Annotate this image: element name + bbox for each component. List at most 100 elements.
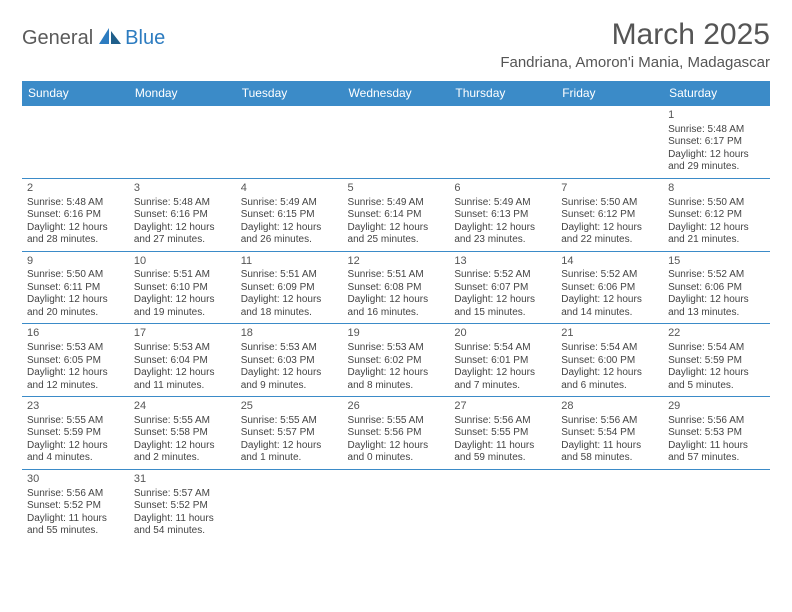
day-number: 1 [668,109,765,123]
day-number: 8 [668,182,765,196]
day-number: 19 [348,327,445,341]
daylight-line: Daylight: 12 hours and 26 minutes. [241,222,338,247]
sunrise-line: Sunrise: 5:48 AM [668,124,765,137]
sunset-line: Sunset: 5:52 PM [134,500,231,513]
calendar-day-cell: 23Sunrise: 5:55 AMSunset: 5:59 PMDayligh… [22,397,129,470]
day-number: 28 [561,400,658,414]
sunset-line: Sunset: 5:58 PM [134,427,231,440]
day-number: 20 [454,327,551,341]
sunset-line: Sunset: 6:16 PM [134,209,231,222]
sunset-line: Sunset: 5:57 PM [241,427,338,440]
day-number: 3 [134,182,231,196]
calendar-empty-cell [449,469,556,541]
calendar-empty-cell [663,469,770,541]
calendar-day-cell: 22Sunrise: 5:54 AMSunset: 5:59 PMDayligh… [663,324,770,397]
calendar-day-cell: 3Sunrise: 5:48 AMSunset: 6:16 PMDaylight… [129,178,236,251]
daylight-line: Daylight: 12 hours and 20 minutes. [27,294,124,319]
day-number: 16 [27,327,124,341]
daylight-line: Daylight: 12 hours and 11 minutes. [134,367,231,392]
calendar-empty-cell [556,469,663,541]
daylight-line: Daylight: 12 hours and 16 minutes. [348,294,445,319]
day-number: 14 [561,255,658,269]
daylight-line: Daylight: 11 hours and 55 minutes. [27,513,124,538]
day-header: Friday [556,81,663,106]
day-header: Tuesday [236,81,343,106]
day-number: 5 [348,182,445,196]
month-title: March 2025 [500,18,770,52]
sunrise-line: Sunrise: 5:53 AM [348,342,445,355]
daylight-line: Daylight: 12 hours and 18 minutes. [241,294,338,319]
calendar-day-cell: 6Sunrise: 5:49 AMSunset: 6:13 PMDaylight… [449,178,556,251]
sunset-line: Sunset: 6:13 PM [454,209,551,222]
sunset-line: Sunset: 6:07 PM [454,282,551,295]
sunset-line: Sunset: 6:03 PM [241,355,338,368]
sunset-line: Sunset: 5:54 PM [561,427,658,440]
calendar-day-cell: 21Sunrise: 5:54 AMSunset: 6:00 PMDayligh… [556,324,663,397]
logo-text-general: General [22,27,93,50]
daylight-line: Daylight: 12 hours and 6 minutes. [561,367,658,392]
calendar-week-row: 30Sunrise: 5:56 AMSunset: 5:52 PMDayligh… [22,469,770,541]
calendar-day-cell: 16Sunrise: 5:53 AMSunset: 6:05 PMDayligh… [22,324,129,397]
sunset-line: Sunset: 6:00 PM [561,355,658,368]
calendar-day-cell: 27Sunrise: 5:56 AMSunset: 5:55 PMDayligh… [449,397,556,470]
sunrise-line: Sunrise: 5:52 AM [668,269,765,282]
daylight-line: Daylight: 12 hours and 5 minutes. [668,367,765,392]
sunrise-line: Sunrise: 5:55 AM [27,415,124,428]
logo-sail-icon [97,26,123,46]
logo-text-blue: Blue [125,27,165,50]
sunset-line: Sunset: 6:10 PM [134,282,231,295]
day-number: 23 [27,400,124,414]
sunset-line: Sunset: 6:15 PM [241,209,338,222]
calendar-day-cell: 11Sunrise: 5:51 AMSunset: 6:09 PMDayligh… [236,251,343,324]
calendar-week-row: 16Sunrise: 5:53 AMSunset: 6:05 PMDayligh… [22,324,770,397]
calendar-table: SundayMondayTuesdayWednesdayThursdayFrid… [22,81,770,542]
calendar-body: 1Sunrise: 5:48 AMSunset: 6:17 PMDaylight… [22,106,770,542]
sunrise-line: Sunrise: 5:55 AM [241,415,338,428]
day-header: Sunday [22,81,129,106]
location-text: Fandriana, Amoron'i Mania, Madagascar [500,54,770,71]
daylight-line: Daylight: 12 hours and 14 minutes. [561,294,658,319]
day-header: Thursday [449,81,556,106]
calendar-day-cell: 26Sunrise: 5:55 AMSunset: 5:56 PMDayligh… [343,397,450,470]
calendar-week-row: 9Sunrise: 5:50 AMSunset: 6:11 PMDaylight… [22,251,770,324]
calendar-day-cell: 1Sunrise: 5:48 AMSunset: 6:17 PMDaylight… [663,106,770,179]
daylight-line: Daylight: 12 hours and 21 minutes. [668,222,765,247]
daylight-line: Daylight: 12 hours and 8 minutes. [348,367,445,392]
sunset-line: Sunset: 6:02 PM [348,355,445,368]
sunset-line: Sunset: 6:12 PM [668,209,765,222]
sunrise-line: Sunrise: 5:50 AM [27,269,124,282]
day-header: Saturday [663,81,770,106]
calendar-empty-cell [449,106,556,179]
day-number: 7 [561,182,658,196]
calendar-empty-cell [343,106,450,179]
calendar-day-cell: 13Sunrise: 5:52 AMSunset: 6:07 PMDayligh… [449,251,556,324]
sunrise-line: Sunrise: 5:48 AM [134,197,231,210]
sunset-line: Sunset: 5:53 PM [668,427,765,440]
calendar-day-cell: 8Sunrise: 5:50 AMSunset: 6:12 PMDaylight… [663,178,770,251]
calendar-week-row: 2Sunrise: 5:48 AMSunset: 6:16 PMDaylight… [22,178,770,251]
daylight-line: Daylight: 12 hours and 0 minutes. [348,440,445,465]
calendar-day-cell: 17Sunrise: 5:53 AMSunset: 6:04 PMDayligh… [129,324,236,397]
day-number: 6 [454,182,551,196]
day-number: 12 [348,255,445,269]
calendar-day-cell: 12Sunrise: 5:51 AMSunset: 6:08 PMDayligh… [343,251,450,324]
daylight-line: Daylight: 11 hours and 54 minutes. [134,513,231,538]
sunrise-line: Sunrise: 5:57 AM [134,488,231,501]
daylight-line: Daylight: 12 hours and 29 minutes. [668,149,765,174]
sunrise-line: Sunrise: 5:48 AM [27,197,124,210]
sunset-line: Sunset: 5:59 PM [668,355,765,368]
calendar-day-cell: 14Sunrise: 5:52 AMSunset: 6:06 PMDayligh… [556,251,663,324]
daylight-line: Daylight: 11 hours and 59 minutes. [454,440,551,465]
sunrise-line: Sunrise: 5:56 AM [27,488,124,501]
daylight-line: Daylight: 11 hours and 58 minutes. [561,440,658,465]
header: General Blue March 2025 Fandriana, Amoro… [22,18,770,71]
sunrise-line: Sunrise: 5:56 AM [561,415,658,428]
calendar-empty-cell [236,469,343,541]
day-number: 9 [27,255,124,269]
sunset-line: Sunset: 6:12 PM [561,209,658,222]
daylight-line: Daylight: 12 hours and 1 minute. [241,440,338,465]
sunset-line: Sunset: 6:01 PM [454,355,551,368]
calendar-day-cell: 29Sunrise: 5:56 AMSunset: 5:53 PMDayligh… [663,397,770,470]
day-header: Monday [129,81,236,106]
day-number: 17 [134,327,231,341]
